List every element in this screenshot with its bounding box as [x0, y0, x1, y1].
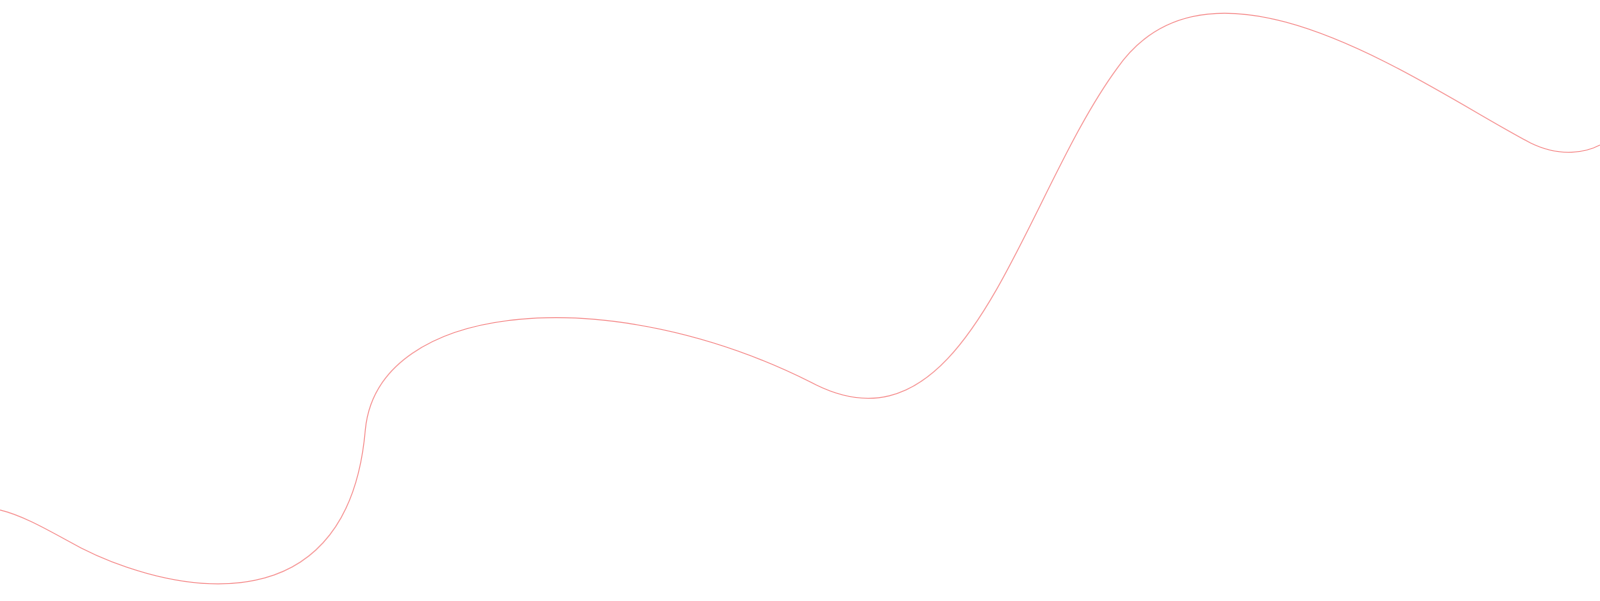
- wave-line: [0, 12, 1600, 585]
